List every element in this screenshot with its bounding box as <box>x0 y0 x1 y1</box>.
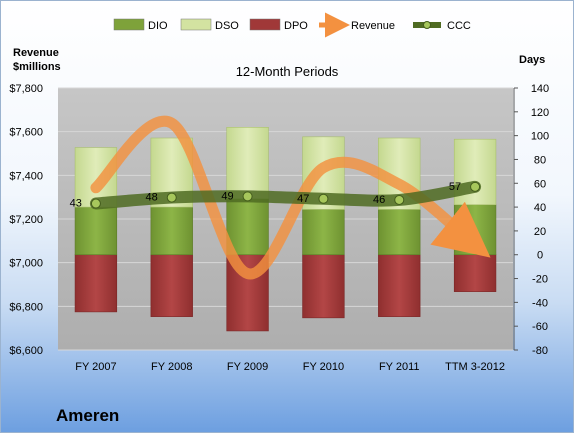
bar-dio <box>150 206 193 256</box>
left-tick-label: $7,200 <box>9 214 43 226</box>
left-tick-label: $7,000 <box>9 258 43 270</box>
ccc-point <box>470 181 481 192</box>
bar-dio <box>226 198 269 256</box>
right-tick-label: 0 <box>537 250 543 262</box>
category-label: TTM 3-2012 <box>445 361 505 373</box>
legend-label-dio: DIO <box>148 20 168 32</box>
bar-dpo <box>453 254 497 292</box>
bar-dso <box>226 127 269 200</box>
bar-dio <box>302 209 345 256</box>
bar-dio <box>74 206 118 256</box>
ccc-line <box>89 180 482 210</box>
left-axis-label-line1: Revenue <box>13 47 59 59</box>
bar-dio <box>378 209 421 256</box>
company-name: Ameren <box>56 406 120 425</box>
ccc-point <box>318 193 329 204</box>
left-tick-label: $7,400 <box>9 170 43 182</box>
right-tick-label: 100 <box>531 131 549 143</box>
left-tick-label: $7,800 <box>9 83 43 95</box>
bar-dpo <box>74 254 118 313</box>
legend-label-dpo: DPO <box>284 20 308 32</box>
ccc-data-label: 57 <box>449 181 461 193</box>
legend-marker-ccc <box>423 21 431 29</box>
category-label: FY 2011 <box>379 361 420 373</box>
left-axis-label-line2: $millions <box>13 61 61 73</box>
category-label: FY 2010 <box>303 361 344 373</box>
ccc-data-label: 43 <box>70 198 82 210</box>
right-tick-label: 20 <box>534 226 546 238</box>
category-label: FY 2008 <box>151 361 192 373</box>
axes: $6,600 $6,800 $7,000 $7,200 $7,400 $7,600 $7,8… <box>9 83 549 373</box>
left-tick-label: $6,600 <box>9 345 43 357</box>
right-tick-label: -20 <box>532 274 548 286</box>
ccc-data-label: 49 <box>221 190 233 202</box>
ccc-data-label: 46 <box>373 194 385 206</box>
right-tick-label: 60 <box>534 178 546 190</box>
right-tick-label: -40 <box>532 297 548 309</box>
right-tick-label: 120 <box>531 107 549 119</box>
left-tick-label: $7,600 <box>9 127 43 139</box>
right-axis-label: Days <box>519 54 545 66</box>
left-tick-label: $6,800 <box>9 301 43 313</box>
lines: 43 48 49 47 46 57 <box>70 115 491 280</box>
bar-dpo <box>302 254 345 319</box>
legend-swatch-dio <box>113 18 145 31</box>
legend: DIO DSO DPO Revenue CCC <box>113 12 471 38</box>
legend-label-dso: DSO <box>215 20 239 32</box>
legend-label-revenue: Revenue <box>351 20 395 32</box>
right-tick-label: 80 <box>534 154 546 166</box>
ccc-point <box>242 191 253 202</box>
ccc-data-label: 48 <box>146 192 158 204</box>
right-tick-label: -60 <box>532 321 548 333</box>
ccc-point <box>90 198 101 209</box>
category-label: FY 2007 <box>75 361 116 373</box>
legend-swatch-dpo <box>249 18 281 31</box>
revenue-line <box>90 115 491 280</box>
right-tick-label: -80 <box>532 345 548 357</box>
legend-swatch-dso <box>180 18 212 31</box>
chart-title: 12-Month Periods <box>236 64 339 79</box>
legend-label-ccc: CCC <box>447 20 471 32</box>
bar-dpo <box>150 254 193 317</box>
ccc-data-label: 47 <box>297 193 309 205</box>
category-label: FY 2009 <box>227 361 268 373</box>
right-tick-label: 40 <box>534 202 546 214</box>
bar-dpo <box>378 254 421 317</box>
ccc-point <box>166 192 177 203</box>
right-tick-label: 140 <box>531 83 549 95</box>
ccc-point <box>394 194 405 205</box>
